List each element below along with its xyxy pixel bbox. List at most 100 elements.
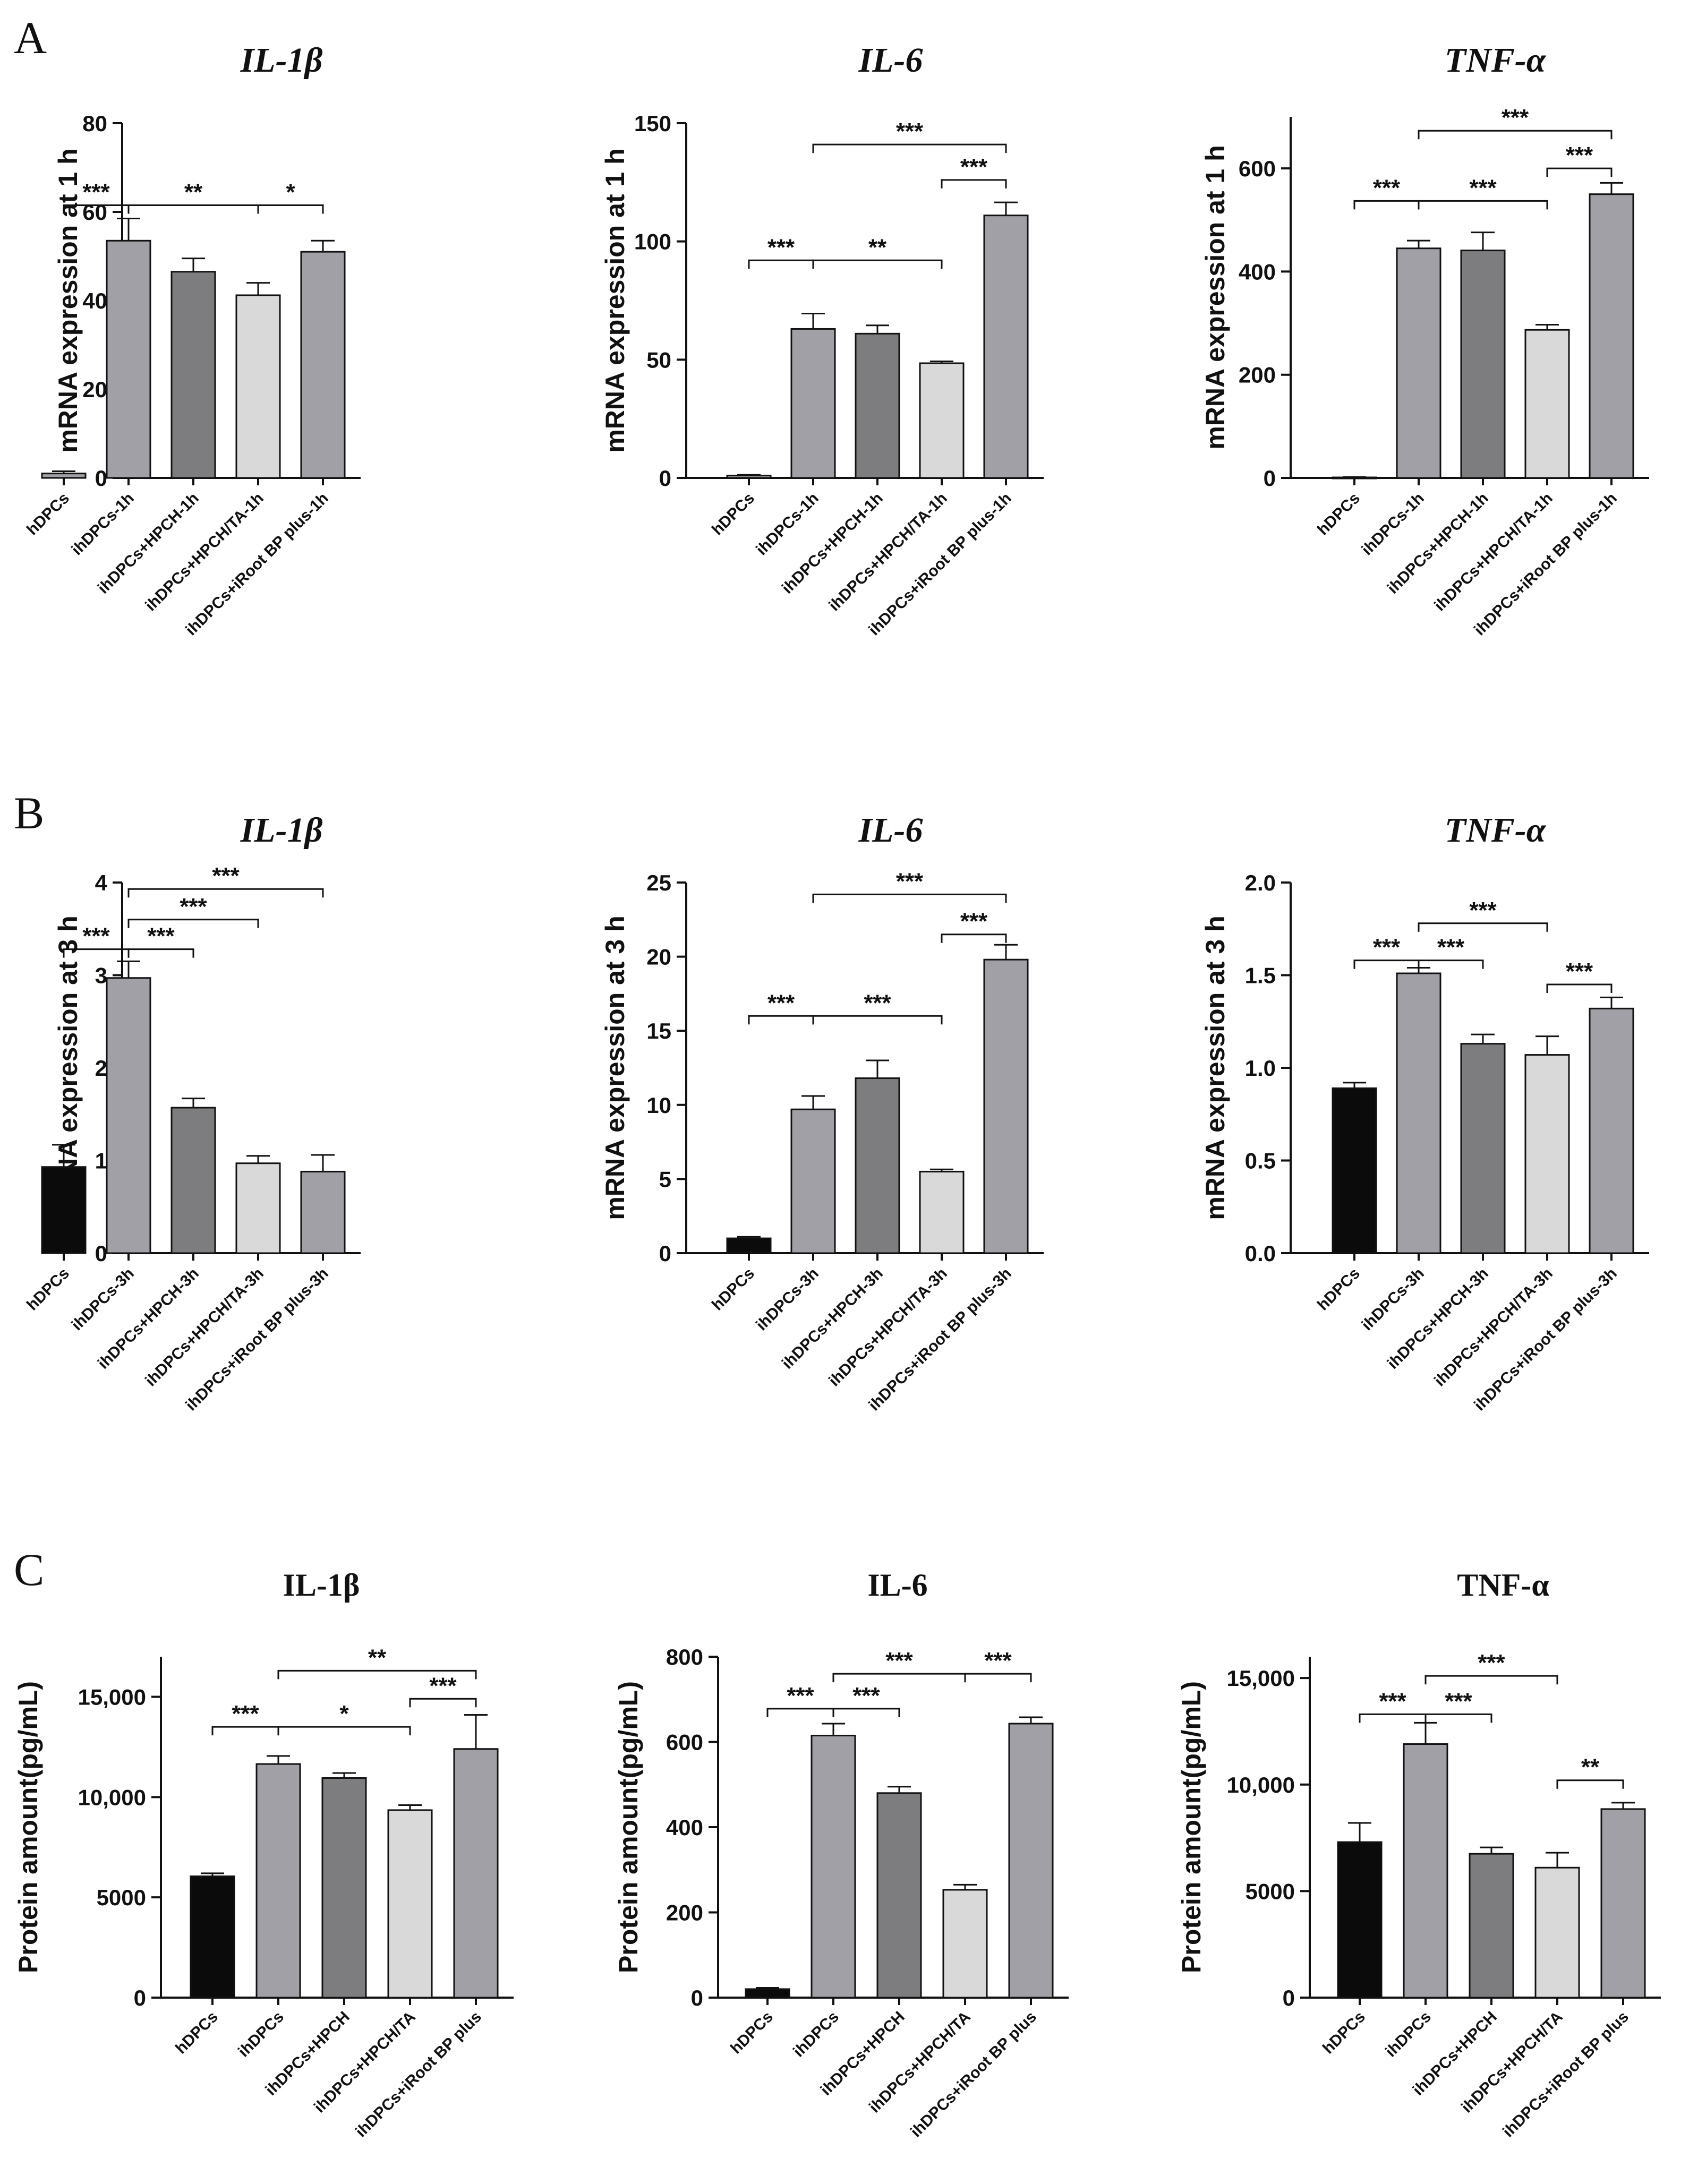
y-axis-label: mRNA expression at 1 h [600, 148, 630, 452]
bar-3 [919, 1170, 965, 1254]
x-tick-label: hDPCs [23, 490, 73, 539]
bar-1 [1396, 972, 1441, 1254]
panel-label-a: A [14, 12, 47, 63]
significance-label: *** [896, 118, 924, 144]
bar-4 [300, 251, 346, 479]
y-tick-label: 0 [1264, 466, 1276, 491]
x-tick-label: ihDPCs-3h [1358, 1265, 1428, 1334]
x-tick-label: hDPCs [1314, 490, 1363, 539]
significance-label: *** [232, 1701, 259, 1727]
significance-label: *** [1373, 935, 1401, 961]
significance-label: ** [868, 234, 887, 260]
y-tick-label: 10 [646, 1093, 671, 1118]
y-tick-label: 40 [82, 288, 107, 313]
y-tick-label: 80 [82, 111, 107, 136]
chart-B3: TNF-α mRNA expression at 3 h 0.0 0.5 1.0 1.5 2… [1200, 811, 1649, 1414]
bar-4 [1589, 193, 1634, 479]
significance-bracket [941, 179, 1007, 189]
y-tick-label: 400 [1239, 259, 1276, 284]
chart-A3: TNF-α mRNA expression at 1 h 0 200 400 600 hDP… [1200, 41, 1649, 639]
x-tick-label: ihDPCs+iRoot BP plus [352, 2008, 485, 2141]
x-tick-label: ihDPCs+HPCH/TA-3h [1431, 1265, 1556, 1390]
y-tick-label: 20 [82, 377, 107, 402]
significance-label: *** [885, 1648, 913, 1674]
significance-bracket [812, 259, 943, 269]
y-tick-label: 0 [691, 1985, 703, 2010]
significance-label: *** [1437, 935, 1465, 961]
significance-bracket [766, 1708, 834, 1717]
y-axis-label: mRNA expression at 1 h [1200, 145, 1230, 449]
bar-2 [1460, 1043, 1506, 1254]
y-tick-label: 1 [95, 1149, 107, 1174]
bar-1 [811, 1734, 856, 1999]
chart-C2: IL-6 Protein amount(pg/mL) 0 200 400 600 800 hD… [613, 1568, 1069, 2140]
significance-label: *** [1502, 105, 1529, 131]
y-tick-label: 200 [666, 1900, 703, 1925]
y-tick-label: 600 [1239, 156, 1276, 181]
y-tick-label: 1.5 [1245, 963, 1276, 988]
y-tick-label: 0 [95, 466, 107, 491]
significance-bracket [1418, 200, 1548, 210]
y-tick-label: 2 [95, 1056, 107, 1081]
bar-1 [106, 239, 151, 479]
significance-bracket [1418, 922, 1548, 932]
panel-label-c: C [14, 1544, 44, 1595]
significance-bracket [1359, 1713, 1427, 1723]
significance-bracket [812, 143, 1007, 153]
bar-4 [453, 1748, 499, 1999]
significance-bracket [832, 1708, 900, 1717]
bar-3 [235, 294, 281, 479]
y-axis-label: mRNA expression at 3 h [1200, 915, 1230, 1220]
bar-3 [235, 1162, 281, 1254]
y-tick-label: 0 [659, 1241, 671, 1266]
significance-label: *** [1373, 175, 1401, 201]
chart-title: TNF-α [1457, 1568, 1549, 1603]
significance-label: *** [1469, 175, 1497, 201]
bar-0 [1337, 1841, 1383, 1999]
significance-bracket [277, 1669, 477, 1680]
bar-1 [790, 1108, 836, 1254]
significance-bracket [832, 1673, 966, 1683]
x-tick-label: ihDPCs-3h [753, 1265, 822, 1334]
x-tick-label: hDPCs [172, 2008, 221, 2058]
x-tick-label: hDPCs [23, 1265, 73, 1314]
y-tick-label: 0 [134, 1985, 146, 2010]
x-tick-label: ihDPCs-3h [68, 1265, 138, 1334]
bar-2 [855, 332, 900, 479]
x-tick-label: hDPCs [709, 490, 758, 539]
chart-A1: IL-1β mRNA expression at 1 h 0 20 40 60 80 hDPC… [23, 41, 361, 639]
y-tick-label: 15,000 [1227, 1666, 1295, 1691]
chart-title: TNF-α [1445, 41, 1547, 80]
significance-bracket [1546, 167, 1613, 177]
x-tick-label: hDPCs [1319, 2008, 1369, 2058]
x-tick-label: ihDPCs+iRoot BP plus-3h [182, 1265, 332, 1415]
significance-label: ** [184, 179, 203, 205]
bar-2 [1469, 1853, 1514, 1999]
y-tick-label: 25 [646, 870, 671, 895]
bar-2 [321, 1777, 367, 1999]
y-tick-label: 0.0 [1245, 1241, 1276, 1266]
bar-1 [1396, 247, 1441, 479]
significance-label: *** [767, 990, 795, 1016]
bar-0 [1332, 1087, 1377, 1254]
bar-1 [790, 328, 836, 479]
bar-0 [41, 473, 87, 479]
x-tick-label: ihDPCs+iRoot BP plus [1499, 2008, 1632, 2141]
bar-2 [876, 1792, 922, 1999]
significance-label: *** [852, 1683, 880, 1709]
y-tick-label: 10,000 [1227, 1772, 1295, 1797]
significance-label: *** [1445, 1688, 1472, 1714]
bar-0 [41, 1166, 87, 1254]
bar-4 [1600, 1808, 1646, 1999]
significance-bracket [257, 204, 324, 214]
bar-0 [745, 1988, 790, 1999]
x-tick-label: hDPCs [709, 1265, 758, 1314]
x-tick-label: hDPCs [1314, 1265, 1363, 1314]
y-tick-label: 800 [666, 1645, 703, 1669]
y-tick-label: 0.5 [1245, 1149, 1276, 1174]
bar-0 [726, 475, 772, 479]
significance-bracket [409, 1698, 477, 1708]
